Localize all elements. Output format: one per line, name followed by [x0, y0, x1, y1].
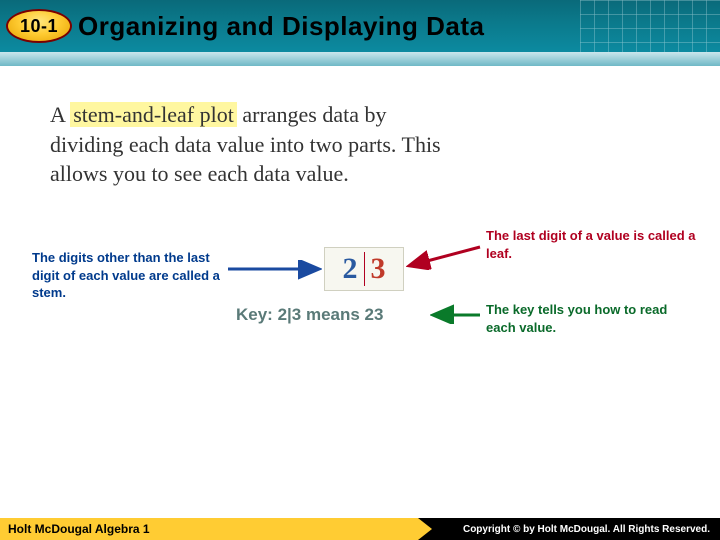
header-underband — [0, 52, 720, 66]
definition-prefix: A — [50, 102, 70, 127]
stem-annotation: The digits other than the last digit of … — [32, 249, 222, 302]
example-value-box: 2 3 — [324, 247, 404, 291]
key-text: Key: 2|3 means 23 — [236, 305, 383, 325]
header-grid-decoration — [580, 0, 720, 52]
definition-paragraph: A stem-and-leaf plot arranges data by di… — [50, 100, 450, 189]
footer-textbook-name: Holt McDougal Algebra 1 — [0, 518, 418, 540]
leaf-annotation: The last digit of a value is called a le… — [486, 227, 696, 262]
vocab-term: stem-and-leaf plot — [70, 102, 237, 127]
slide-title: Organizing and Displaying Data — [78, 11, 485, 42]
stem-digit: 2 — [343, 252, 364, 286]
leaf-arrow — [412, 247, 480, 265]
slide-header: 10-1 Organizing and Displaying Data — [0, 0, 720, 52]
section-number-badge: 10-1 — [6, 9, 72, 43]
leaf-digit: 3 — [365, 252, 386, 286]
slide-footer: Holt McDougal Algebra 1 Copyright © by H… — [0, 518, 720, 540]
section-number: 10-1 — [20, 16, 58, 37]
slide-content: A stem-and-leaf plot arranges data by di… — [0, 100, 720, 367]
stem-leaf-diagram: The digits other than the last digit of … — [0, 227, 720, 367]
footer-copyright: Copyright © by Holt McDougal. All Rights… — [418, 518, 720, 540]
key-annotation: The key tells you how to read each value… — [486, 301, 696, 336]
